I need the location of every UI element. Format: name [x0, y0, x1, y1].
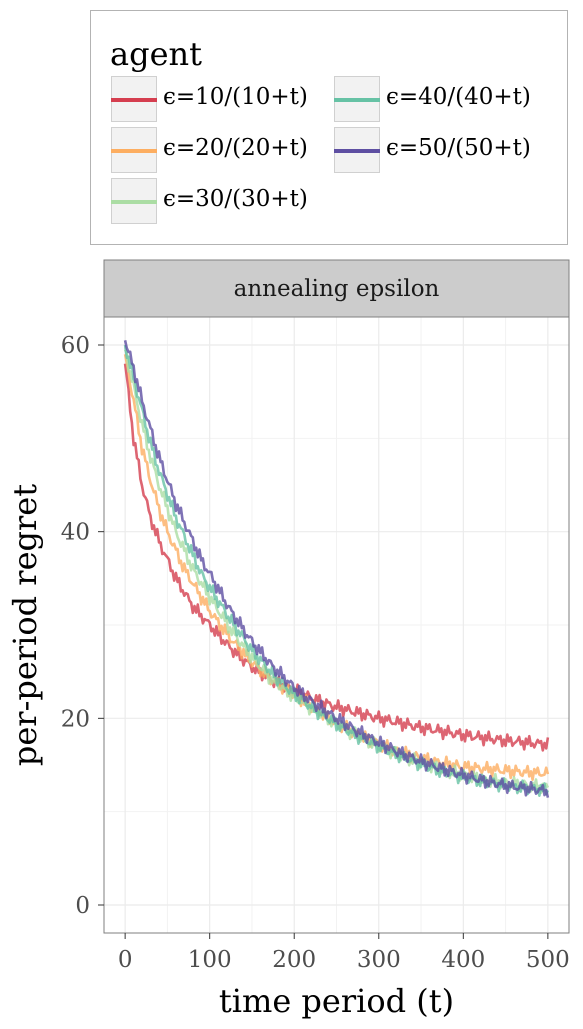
series-line	[123, 363, 550, 752]
series-line	[123, 340, 550, 798]
legend-title: agent	[110, 35, 202, 73]
x-tick-label: 100	[188, 947, 232, 973]
facet-label: annealing epsilon	[234, 276, 440, 302]
facet-strip	[103, 259, 570, 318]
grid-minor	[104, 317, 569, 933]
legend-label: ϵ=20/(20+t)	[163, 135, 308, 161]
legend-swatch	[334, 98, 380, 102]
x-tick-label: 300	[357, 947, 401, 973]
x-tick-label: 200	[272, 947, 316, 973]
y-tick-label: 20	[61, 706, 90, 732]
y-axis-title: per-period regret	[6, 484, 44, 766]
x-tick-label: 0	[118, 947, 133, 973]
legend-label: ϵ=10/(10+t)	[163, 84, 308, 110]
y-axis: 0 20 40 60	[61, 333, 104, 919]
plot-border	[103, 316, 570, 934]
legend-label: ϵ=40/(40+t)	[386, 84, 531, 110]
grid-major	[104, 317, 569, 933]
x-tick-label: 400	[441, 947, 485, 973]
x-axis-title: time period (t)	[219, 982, 454, 1020]
series-line	[123, 344, 550, 798]
x-axis: 0 100 200 300 400 500	[118, 933, 570, 973]
legend-swatch	[111, 98, 157, 102]
legend-swatch	[111, 200, 157, 204]
legend: agent ϵ=10/(10+t) ϵ=20/(20+t) ϵ=30/(30+t…	[90, 10, 568, 245]
legend-swatch	[334, 149, 380, 153]
y-tick-label: 60	[61, 333, 90, 359]
y-tick-label: 40	[61, 520, 90, 546]
x-tick-label: 500	[526, 947, 570, 973]
legend-label: ϵ=50/(50+t)	[386, 135, 531, 161]
legend-label: ϵ=30/(30+t)	[163, 186, 308, 212]
y-tick-label: 0	[75, 893, 90, 919]
legend-swatch	[111, 149, 157, 153]
series-layer	[123, 340, 550, 798]
